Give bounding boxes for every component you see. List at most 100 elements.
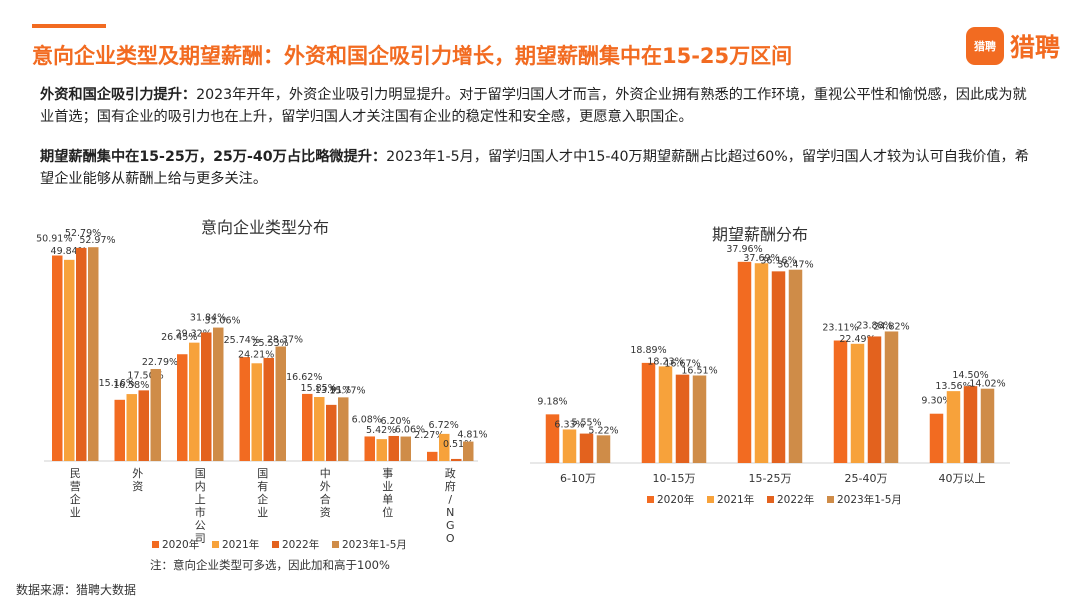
paragraph-salary: 期望薪酬集中在15-25万，25万-40万占比略微提升：2023年1-5月，留学… bbox=[40, 146, 1040, 190]
category-label: 民营企业 bbox=[70, 467, 81, 519]
category-label-char: 外 bbox=[320, 480, 331, 493]
category-label-char: 中 bbox=[320, 467, 331, 480]
category-label-char: 单 bbox=[382, 493, 393, 506]
data-label: 5.42% bbox=[366, 425, 396, 436]
bar bbox=[302, 393, 313, 461]
category-label-char: / bbox=[448, 493, 452, 506]
bar bbox=[201, 332, 212, 461]
chart-note: 注：意向企业类型可多选，因此加和高于100% bbox=[150, 558, 390, 572]
data-label: 0.51% bbox=[443, 439, 473, 450]
category-label-char: N bbox=[446, 506, 454, 519]
bar bbox=[929, 413, 944, 463]
category-label: 6-10万 bbox=[560, 472, 596, 485]
data-label: 2.27% bbox=[414, 430, 444, 441]
category-label-char: 资 bbox=[132, 480, 143, 493]
legend-label: 2022年 bbox=[777, 493, 814, 506]
data-label: 24.82% bbox=[873, 321, 909, 332]
category-label-char: 业 bbox=[382, 480, 393, 493]
data-source: 数据来源：猎聘大数据 bbox=[16, 583, 137, 597]
category-label: 15-25万 bbox=[749, 472, 792, 485]
legend-swatch bbox=[152, 541, 159, 548]
paragraph-body: 2023年1-5月，留学归国人才中15-40万期望薪酬占比超过60%，留学归国人… bbox=[40, 149, 1029, 187]
data-label: 37.69% bbox=[743, 253, 779, 264]
category-label-char: 合 bbox=[320, 492, 331, 506]
category-label: 中外合资 bbox=[320, 467, 331, 519]
bar bbox=[376, 439, 387, 461]
bar bbox=[545, 414, 560, 463]
legend-label: 2023年1-5月 bbox=[342, 538, 407, 551]
data-label: 16.58% bbox=[113, 380, 149, 391]
data-label: 16.67% bbox=[664, 359, 700, 370]
legend-label: 2021年 bbox=[717, 493, 754, 506]
bar bbox=[675, 374, 690, 463]
data-label: 37.96% bbox=[726, 244, 762, 255]
paragraph-body: 2023年开年，外资企业吸引力明显提升。对于留学归国人才而言，外资企业拥有熟悉的… bbox=[40, 87, 1027, 125]
category-label-char: G bbox=[446, 519, 455, 532]
category-label-char: 府 bbox=[445, 479, 456, 493]
logo-text: 猎聘 bbox=[1010, 33, 1061, 62]
category-label-char: 企 bbox=[257, 492, 268, 506]
bar bbox=[138, 390, 149, 461]
bar bbox=[263, 357, 274, 461]
category-label-char: 外 bbox=[132, 467, 143, 480]
bar bbox=[788, 269, 803, 463]
data-label: 15.16% bbox=[99, 378, 135, 389]
category-label-char: 事 bbox=[382, 467, 393, 480]
data-label: 9.30% bbox=[921, 396, 951, 407]
data-label: 23.88% bbox=[856, 320, 892, 331]
category-label-char: 民 bbox=[70, 467, 81, 480]
chart-title: 意向企业类型分布 bbox=[201, 218, 329, 237]
category-label-char: 上 bbox=[195, 493, 206, 506]
data-label: 52.97% bbox=[79, 235, 115, 246]
data-label: 6.72% bbox=[429, 420, 459, 431]
legend-label: 2023年1-5月 bbox=[837, 493, 902, 506]
bar bbox=[126, 394, 137, 461]
bar bbox=[364, 436, 375, 461]
category-label: 国内上市公司 bbox=[195, 467, 206, 545]
bar bbox=[314, 397, 325, 461]
data-label: 31.84% bbox=[190, 312, 226, 323]
data-label: 28.37% bbox=[267, 334, 303, 345]
data-label: 18.89% bbox=[630, 345, 666, 356]
category-label-char: 政 bbox=[445, 466, 456, 480]
legend-swatch bbox=[767, 496, 774, 503]
data-label: 22.49% bbox=[839, 334, 875, 345]
data-label: 6.06% bbox=[395, 425, 425, 436]
legend-swatch bbox=[647, 496, 654, 503]
bar bbox=[338, 397, 349, 461]
legend-label: 2022年 bbox=[282, 538, 319, 551]
data-label: 13.91% bbox=[315, 385, 351, 396]
data-label: 6.08% bbox=[352, 414, 382, 425]
data-label: 49.84% bbox=[51, 246, 87, 257]
bar bbox=[76, 247, 87, 461]
data-label: 6.33% bbox=[554, 419, 584, 430]
category-label-char: O bbox=[446, 532, 455, 545]
bar bbox=[400, 436, 411, 461]
bar bbox=[658, 366, 673, 463]
bar bbox=[388, 435, 399, 461]
bar bbox=[884, 331, 899, 463]
category-label-char: 司 bbox=[195, 532, 206, 545]
bar bbox=[850, 343, 865, 463]
bar bbox=[963, 386, 978, 463]
bar bbox=[251, 363, 262, 461]
legend-swatch bbox=[332, 541, 339, 548]
data-label: 16.62% bbox=[286, 372, 322, 383]
data-label: 25.74% bbox=[224, 335, 260, 346]
bar bbox=[562, 429, 577, 463]
category-label-char: 位 bbox=[382, 505, 393, 519]
bar bbox=[867, 336, 882, 463]
bar bbox=[579, 433, 594, 463]
data-label: 23.11% bbox=[822, 323, 858, 334]
category-label: 10-15万 bbox=[653, 472, 696, 485]
paragraph-heading: 外资和国企吸引力提升： bbox=[40, 87, 197, 103]
category-label-char: 企 bbox=[70, 492, 81, 506]
category-label-char: 有 bbox=[257, 479, 268, 493]
bar bbox=[275, 346, 286, 461]
bar bbox=[177, 354, 188, 461]
data-label: 22.79% bbox=[142, 357, 178, 368]
category-label-char: 营 bbox=[70, 479, 81, 493]
data-label: 16.51% bbox=[681, 365, 717, 376]
bar bbox=[754, 263, 769, 463]
bar bbox=[88, 247, 99, 461]
